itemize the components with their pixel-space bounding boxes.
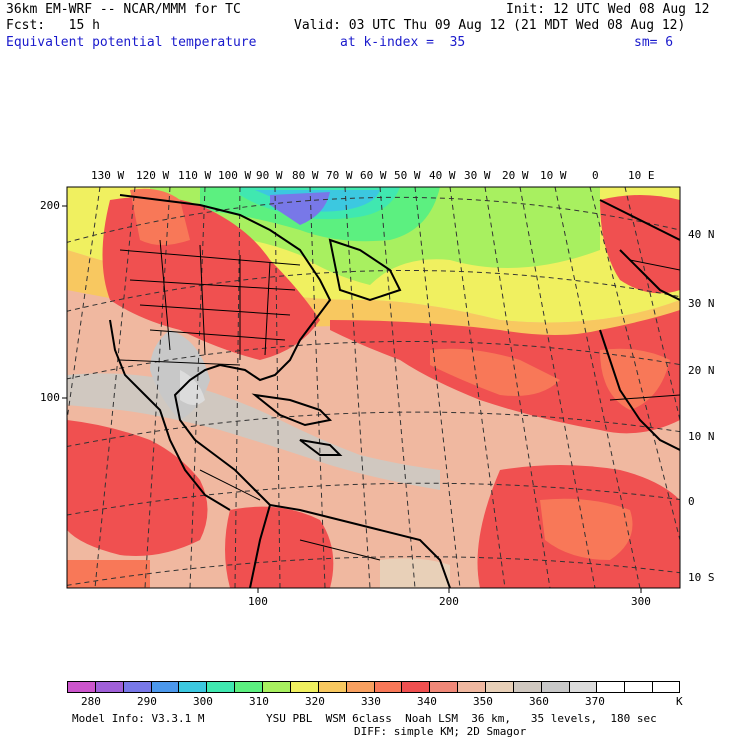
colorbar-label: 300 [193, 695, 213, 708]
colorbar-label: 280 [81, 695, 101, 708]
model-title: 36km EM-WRF -- NCAR/MMM for TC [6, 2, 241, 17]
lon-label: 110 W [178, 169, 212, 182]
lat-label: 20 N [688, 364, 715, 377]
grid-x-label: 100 [248, 595, 268, 608]
physics-info: YSU PBL WSM 6class Noah LSM 36 km, 35 le… [266, 712, 657, 725]
lon-label: 30 W [464, 169, 491, 182]
lat-label: 30 N [688, 297, 715, 310]
graticule [67, 187, 680, 588]
forecast-hour: Fcst: 15 h [6, 18, 100, 33]
colorbar-label: 360 [529, 695, 549, 708]
lon-label: 50 W [394, 169, 421, 182]
lon-label: 60 W [360, 169, 387, 182]
lon-label: 90 W [256, 169, 283, 182]
political-borders [119, 239, 680, 561]
colorbar-label: 340 [417, 695, 437, 708]
lon-label: 40 W [429, 169, 456, 182]
coastlines [109, 194, 680, 588]
lat-label: 10 N [688, 430, 715, 443]
colorbar-label: 330 [361, 695, 381, 708]
grid-y-label: 200 [40, 199, 60, 212]
colorbar-label: 350 [473, 695, 493, 708]
field-name: Equivalent potential temperature [6, 35, 257, 50]
valid-time: Valid: 03 UTC Thu 09 Aug 12 (21 MDT Wed … [294, 18, 686, 33]
lon-label: 0 [592, 169, 599, 182]
init-time: Init: 12 UTC Wed 08 Aug 12 [506, 2, 710, 17]
lon-label: 120 W [136, 169, 170, 182]
lon-label: 20 W [502, 169, 529, 182]
lon-label: 10 W [540, 169, 567, 182]
colorbar-frame [67, 681, 680, 693]
lon-label: 100 W [218, 169, 252, 182]
diffusion-info: DIFF: simple KM; 2D Smagor [354, 725, 527, 738]
lon-label: 80 W [292, 169, 319, 182]
lat-label: 10 S [688, 571, 715, 584]
colorbar-label: 370 [585, 695, 605, 708]
smoothing: sm= 6 [634, 35, 674, 50]
colorbar-label: 310 [249, 695, 269, 708]
colorbar-label: 290 [137, 695, 157, 708]
level-index: at k-index = 35 [340, 35, 466, 50]
colorbar-label: 320 [305, 695, 325, 708]
grid-x-label: 200 [439, 595, 459, 608]
grid-x-label: 300 [631, 595, 651, 608]
grid-y-label: 100 [40, 391, 60, 404]
model-info: Model Info: V3.3.1 M [72, 712, 205, 725]
lat-label: 0 [688, 495, 695, 508]
lat-label: 40 N [688, 228, 715, 241]
colorbar-unit: K [676, 695, 683, 708]
lon-label: 130 W [91, 169, 125, 182]
lon-label: 70 W [326, 169, 353, 182]
lon-label: 10 E [628, 169, 655, 182]
